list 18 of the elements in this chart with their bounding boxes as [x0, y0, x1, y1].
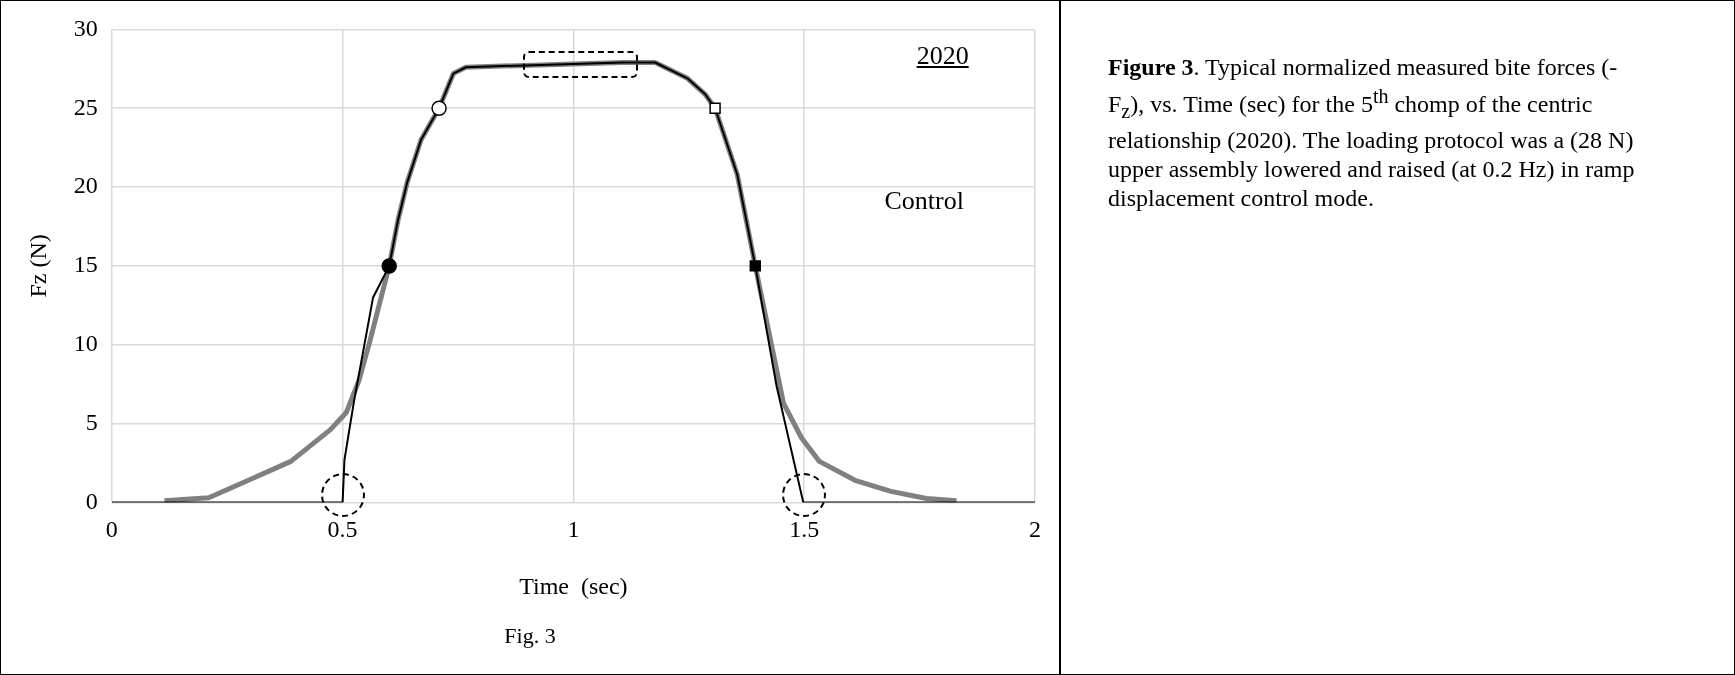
x-tick-label: 1 — [567, 516, 580, 543]
x-tick-label: 0.5 — [327, 516, 358, 543]
y-tick-label: 20 — [73, 172, 98, 199]
y-tick-label: 5 — [85, 408, 98, 435]
x-tick-label: 0 — [105, 516, 118, 543]
y-tick-label: 30 — [73, 14, 98, 41]
x-tick-label: 1.5 — [789, 516, 820, 543]
text: Figure 3. Typical normalized measured bite forces (-F$_{z}$), vs. Time (sec) for the 5$^{th}$ chomp of the centric relationship (2020). The loading protocol was a (28 N) upper assembly lowered and raised (at 0.2 Hz) in ramp displacement control mode. — [1108, 54, 1635, 211]
x-axis-title: Time (sec) — [519, 572, 628, 599]
y-tick-label: 15 — [73, 251, 98, 278]
y-tick-label: 25 — [73, 93, 98, 120]
x-tick-label: 2 — [1029, 516, 1041, 543]
y-tick-label: 0 — [85, 487, 98, 514]
caption: Fig. 3 — [503, 623, 557, 649]
y-tick-label: 10 — [73, 330, 98, 357]
annotation: 2020 — [916, 41, 969, 72]
text: Control — [884, 186, 964, 216]
y-axis-title: Fz (N) — [24, 234, 51, 298]
